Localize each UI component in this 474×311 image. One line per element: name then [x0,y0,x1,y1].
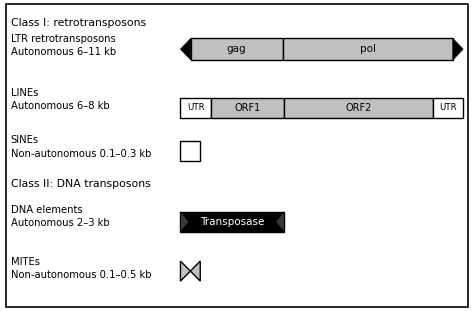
Text: pol: pol [360,44,376,54]
Bar [191,38,283,60]
Text: UTR: UTR [187,103,205,112]
Polygon shape [453,38,463,60]
Bar [433,98,463,118]
Text: Class II: DNA transposons: Class II: DNA transposons [11,179,151,188]
Text: SINEs
Non-autonomous 0.1–0.3 kb: SINEs Non-autonomous 0.1–0.3 kb [11,136,151,159]
Text: LTR retrotransposons
Autonomous 6–11 kb: LTR retrotransposons Autonomous 6–11 kb [11,34,116,57]
Text: LINEs
Autonomous 6–8 kb: LINEs Autonomous 6–8 kb [11,88,109,111]
Polygon shape [276,212,284,232]
Bar [284,98,433,118]
Bar [181,141,200,161]
Bar [181,212,284,232]
Text: ORF2: ORF2 [345,103,372,113]
Text: UTR: UTR [439,103,456,112]
Polygon shape [181,38,191,60]
Text: Transposase: Transposase [200,217,264,227]
Polygon shape [181,261,191,281]
Text: gag: gag [227,44,246,54]
Text: Class I: retrotransposons: Class I: retrotransposons [11,18,146,28]
Polygon shape [181,212,189,232]
Bar [283,38,453,60]
Text: ORF1: ORF1 [235,103,261,113]
Text: DNA elements
Autonomous 2–3 kb: DNA elements Autonomous 2–3 kb [11,205,109,228]
Polygon shape [191,261,200,281]
Bar [181,98,211,118]
Text: MITEs
Non-autonomous 0.1–0.5 kb: MITEs Non-autonomous 0.1–0.5 kb [11,257,151,280]
Bar [211,98,284,118]
